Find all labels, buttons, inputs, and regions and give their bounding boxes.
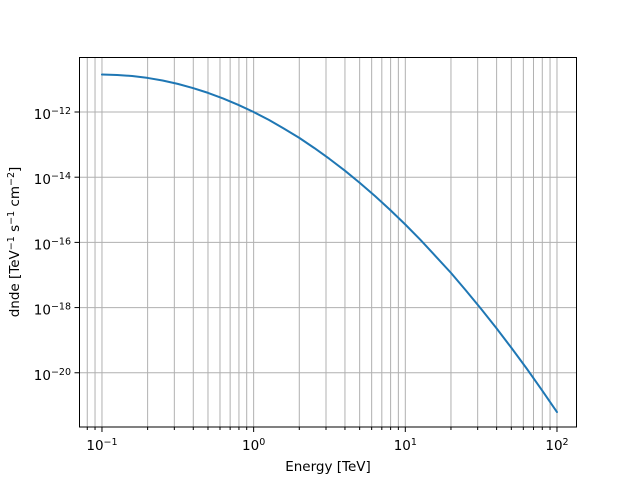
y-axis-label: dnde [TeV−1 s−1 cm−2] (6, 167, 23, 318)
y-axis-label-sup: −1 (6, 236, 17, 250)
x-tick-label: 102 (545, 437, 568, 454)
x-tick-label: 101 (394, 437, 417, 454)
x-axis-label: Energy [TeV] (285, 459, 371, 475)
y-axis-label-part: cm (7, 186, 23, 211)
y-axis-label-sup: −1 (6, 211, 17, 225)
y-axis-label-part: dnde [TeV (7, 249, 23, 317)
axes-frame (79, 57, 577, 428)
y-tick-label: 10−18 (34, 302, 71, 319)
y-tick-label: 10−20 (34, 367, 71, 384)
x-tick-label: 100 (242, 437, 265, 454)
gridlines (79, 57, 577, 427)
y-axis-label-part: s (7, 225, 23, 236)
tick-labels: 10−1 100 101 102 10−12 10−14 10−16 10−18 10−20 (34, 106, 569, 454)
y-tick-label: 10−16 (34, 236, 71, 253)
x-tick-label: 10−1 (86, 437, 117, 454)
spectrum-curve (100, 73, 558, 414)
y-axis-label-part: ] (7, 167, 23, 172)
y-tick-label: 10−14 (34, 171, 71, 188)
axis-ticks (74, 111, 558, 432)
y-axis-label-sup: −2 (6, 172, 17, 186)
y-tick-label: 10−12 (34, 106, 71, 123)
